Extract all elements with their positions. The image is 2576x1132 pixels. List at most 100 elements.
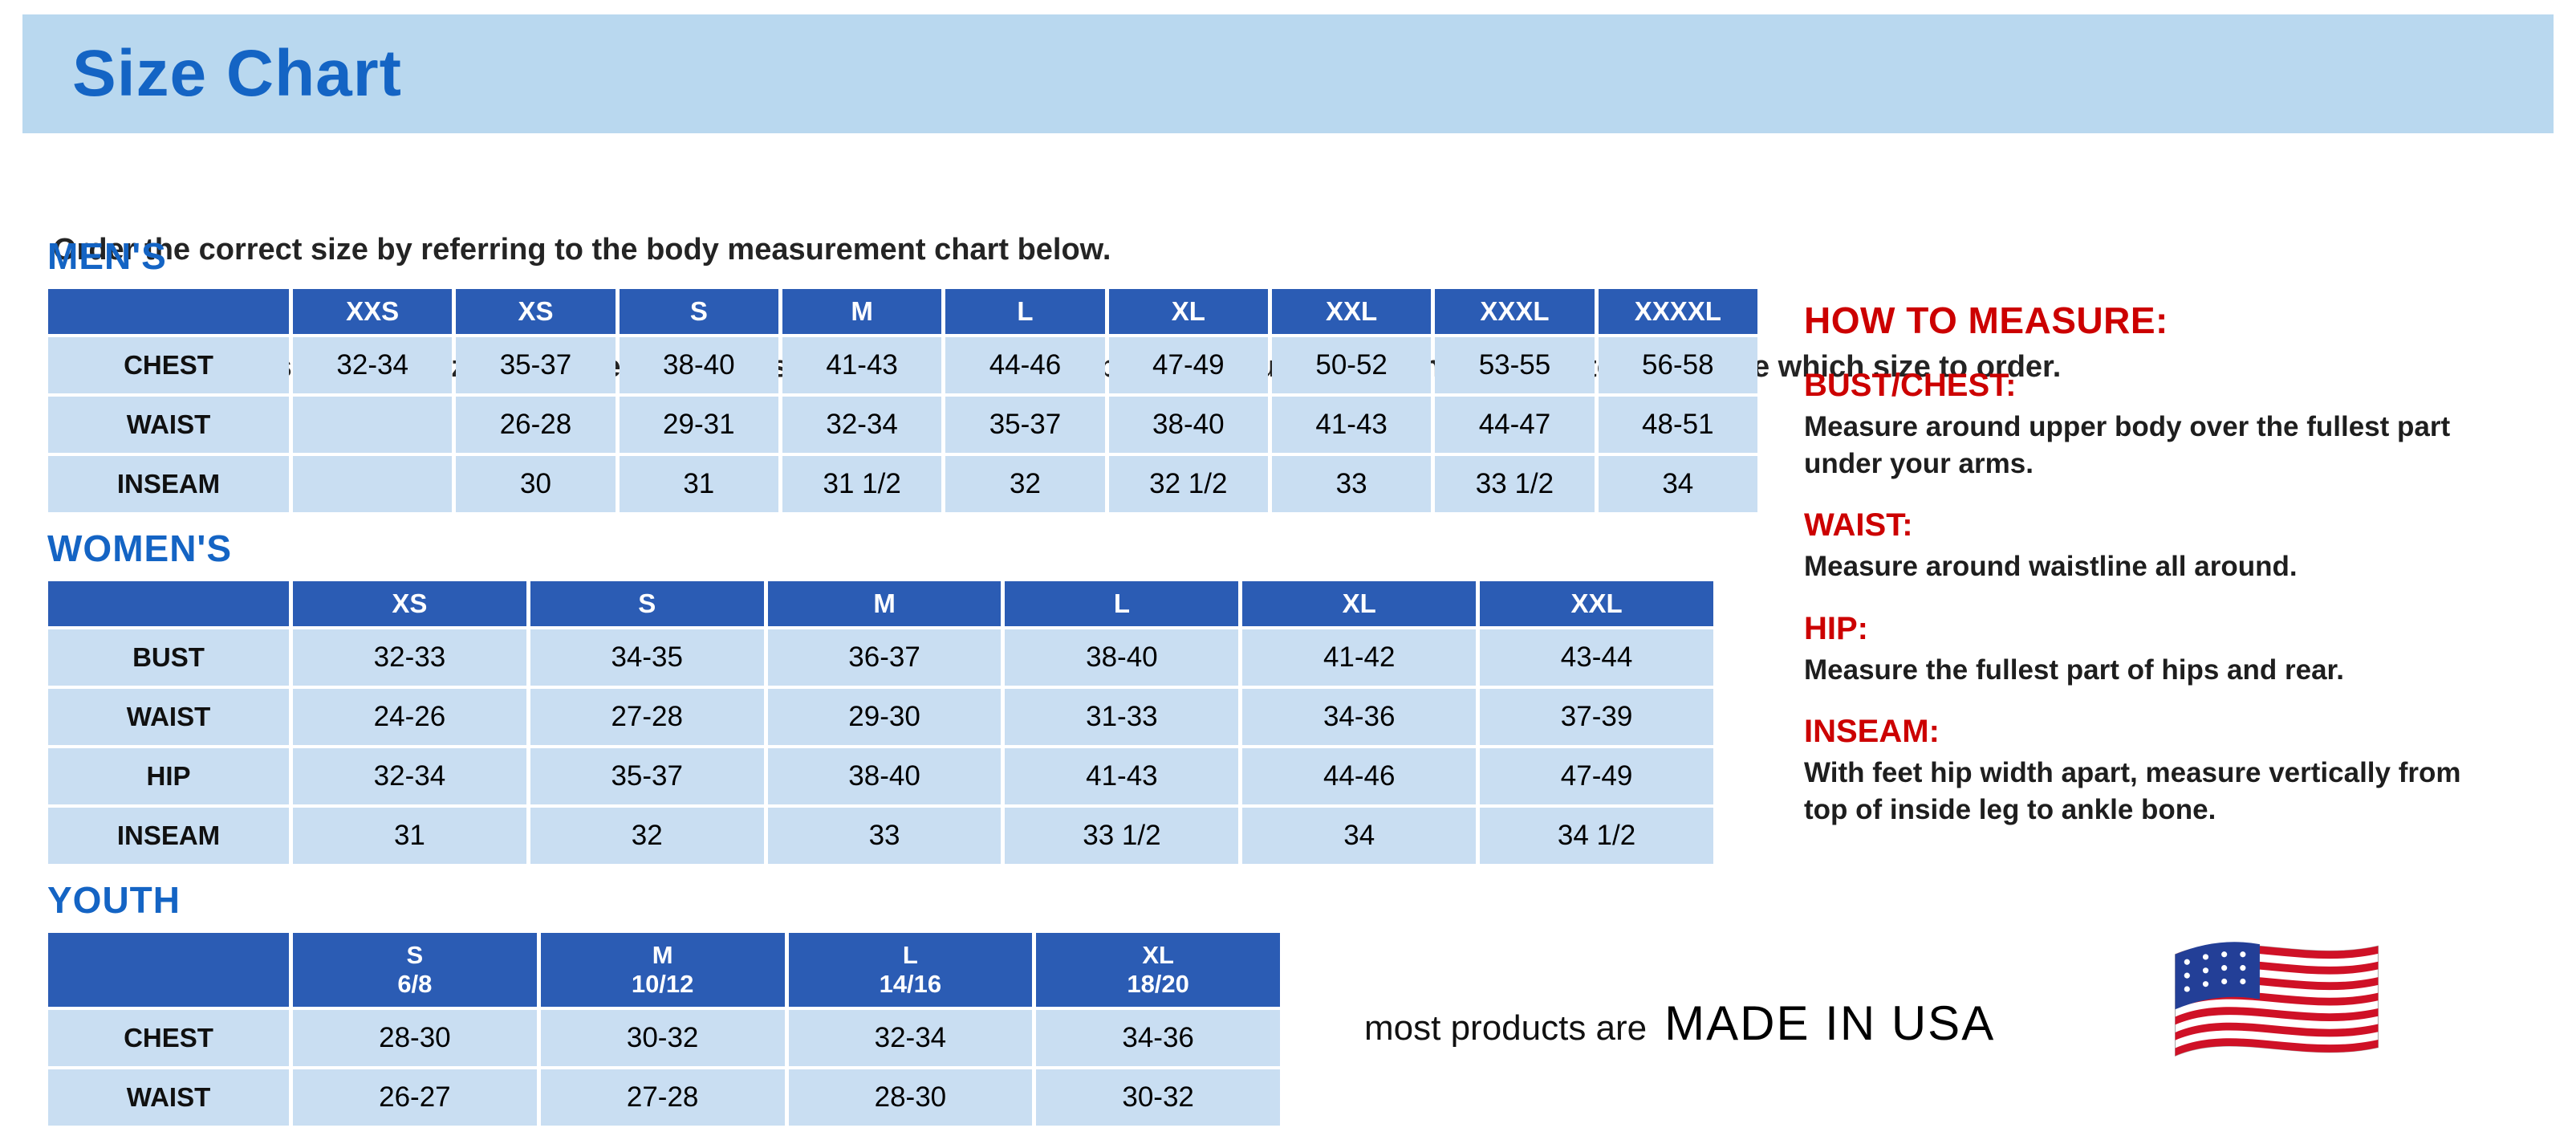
measurement-cell: 28-30 [788, 1069, 1033, 1126]
measurement-cell: 33 [1271, 456, 1432, 512]
mens-size-table: XXS XS S M L XL XXL XXXL XXXXL CHEST 32-34 35-37 38-… [44, 286, 1761, 515]
page-title: Size Chart [72, 37, 402, 110]
measurement-cell: 41-43 [782, 337, 942, 393]
measurement-cell: 38-40 [1005, 629, 1239, 686]
us-flag-icon [2175, 942, 2379, 1057]
size-column-header: XXS [293, 289, 453, 334]
size-column-header: S [530, 581, 764, 626]
measure-text-hip: Measure the fullest part of hips and rea… [1804, 654, 2344, 686]
size-column-header: L [1005, 581, 1239, 626]
measurement-cell [293, 456, 453, 512]
measurement-cell: 24-26 [293, 689, 526, 745]
size-column-header: XS [293, 581, 526, 626]
measurement-cell: 44-46 [1242, 748, 1477, 804]
measurement-cell: 30-32 [1036, 1069, 1280, 1126]
measurement-cell: 36-37 [767, 629, 1002, 686]
size-column-header: XXXXL [1598, 289, 1757, 334]
measurement-cell: 31-33 [1005, 689, 1239, 745]
how-to-measure-section: HOW TO MEASURE: BUST/CHEST: Measure arou… [1804, 299, 2470, 828]
measurement-cell: 33 1/2 [1435, 456, 1595, 512]
womens-size-table: XS S M L XL XXL BUST 32-33 34-35 36-37 38-40 41-42 4… [44, 578, 1717, 867]
row-label: INSEAM [48, 808, 289, 864]
size-column-header: XXL [1271, 289, 1432, 334]
how-to-measure-heading: HOW TO MEASURE: [1804, 299, 2168, 341]
size-column-header: M [767, 581, 1002, 626]
measure-text-waist: Measure around waistline all around. [1804, 551, 2298, 582]
measure-text-bust-chest: Measure around upper body over the fulle… [1804, 411, 2451, 479]
mens-heading: MEN'S [47, 235, 167, 277]
size-column-header: XXXL [1435, 289, 1595, 334]
measurement-cell: 34 [1242, 808, 1477, 864]
measurement-cell: 41-42 [1242, 629, 1477, 686]
measurement-cell: 30-32 [540, 1010, 785, 1066]
measurement-cell: 32-34 [788, 1010, 1033, 1066]
youth-size-table: S 6/8 M 10/12 L 14/16 XL 18/20 CHEST 28-30 30-32 32… [44, 930, 1284, 1129]
measurement-cell: 50-52 [1271, 337, 1432, 393]
row-label: WAIST [48, 397, 289, 453]
measurement-cell: 38-40 [767, 748, 1002, 804]
measurement-cell: 32-34 [293, 337, 453, 393]
row-label: BUST [48, 629, 289, 686]
row-label: INSEAM [48, 456, 289, 512]
measurement-cell: 34-36 [1242, 689, 1477, 745]
measurement-cell: 27-28 [540, 1069, 785, 1126]
measurement-cell: 32-34 [782, 397, 942, 453]
measurement-row: CHEST 28-30 30-32 32-34 34-36 [48, 1010, 1280, 1066]
measurement-cell: 32-33 [293, 629, 526, 686]
corner-cell [48, 289, 289, 334]
measurement-cell: 44-46 [945, 337, 1105, 393]
measurement-cell: 32 [530, 808, 764, 864]
size-column-header: XXL [1480, 581, 1713, 626]
measurement-cell: 34 [1598, 456, 1757, 512]
size-column-header: XS [456, 289, 616, 334]
measurement-cell: 26-28 [456, 397, 616, 453]
measurement-cell: 33 [767, 808, 1002, 864]
row-label: HIP [48, 748, 289, 804]
measure-label-waist: WAIST: [1804, 507, 1913, 543]
measurement-cell: 28-30 [293, 1010, 537, 1066]
measurement-cell: 35-37 [945, 397, 1105, 453]
measurement-cell: 37-39 [1480, 689, 1713, 745]
made-in-usa-text: MADE IN USA [1664, 996, 1996, 1050]
measurement-row: BUST 32-33 34-35 36-37 38-40 41-42 43-44 [48, 629, 1713, 686]
measurement-cell: 38-40 [619, 337, 778, 393]
size-column-header: XL 18/20 [1036, 933, 1280, 1007]
measure-text-inseam: With feet hip width apart, measure verti… [1804, 757, 2461, 825]
measurement-cell: 47-49 [1108, 337, 1268, 393]
corner-cell [48, 933, 289, 1007]
measurement-cell: 27-28 [530, 689, 764, 745]
size-column-header: XL [1108, 289, 1268, 334]
size-column-header: S 6/8 [293, 933, 537, 1007]
corner-cell [48, 581, 289, 626]
header-row: XXS XS S M L XL XXL XXXL XXXXL [48, 289, 1757, 334]
measurement-cell: 31 1/2 [782, 456, 942, 512]
measurement-row: WAIST 26-27 27-28 28-30 30-32 [48, 1069, 1280, 1126]
measurement-cell: 34 1/2 [1480, 808, 1713, 864]
measurement-cell: 34-36 [1036, 1010, 1280, 1066]
youth-heading: YOUTH [47, 879, 181, 921]
measurement-cell: 33 1/2 [1005, 808, 1239, 864]
size-column-header: XL [1242, 581, 1477, 626]
measurement-row: HIP 32-34 35-37 38-40 41-43 44-46 47-49 [48, 748, 1713, 804]
header-row: XS S M L XL XXL [48, 581, 1713, 626]
measurement-cell: 29-31 [619, 397, 778, 453]
measurement-cell: 32-34 [293, 748, 526, 804]
measurement-row: INSEAM 30 31 31 1/2 32 32 1/2 33 33 1/2 34 [48, 456, 1757, 512]
made-in-usa-line: most products are MADE IN USA [1364, 996, 1995, 1051]
measurement-cell: 32 1/2 [1108, 456, 1268, 512]
measurement-cell: 31 [293, 808, 526, 864]
womens-heading: WOMEN'S [47, 527, 233, 569]
measurement-cell: 53-55 [1435, 337, 1595, 393]
size-column-header: S [619, 289, 778, 334]
row-label: CHEST [48, 337, 289, 393]
row-label: CHEST [48, 1010, 289, 1066]
measurement-cell: 48-51 [1598, 397, 1757, 453]
measure-label-hip: HIP: [1804, 610, 1868, 646]
measurement-cell: 35-37 [530, 748, 764, 804]
measurement-cell: 38-40 [1108, 397, 1268, 453]
measurement-cell: 29-30 [767, 689, 1002, 745]
header-row: S 6/8 M 10/12 L 14/16 XL 18/20 [48, 933, 1280, 1007]
measurement-cell: 30 [456, 456, 616, 512]
measure-label-inseam: INSEAM: [1804, 714, 1940, 749]
measurement-cell: 56-58 [1598, 337, 1757, 393]
